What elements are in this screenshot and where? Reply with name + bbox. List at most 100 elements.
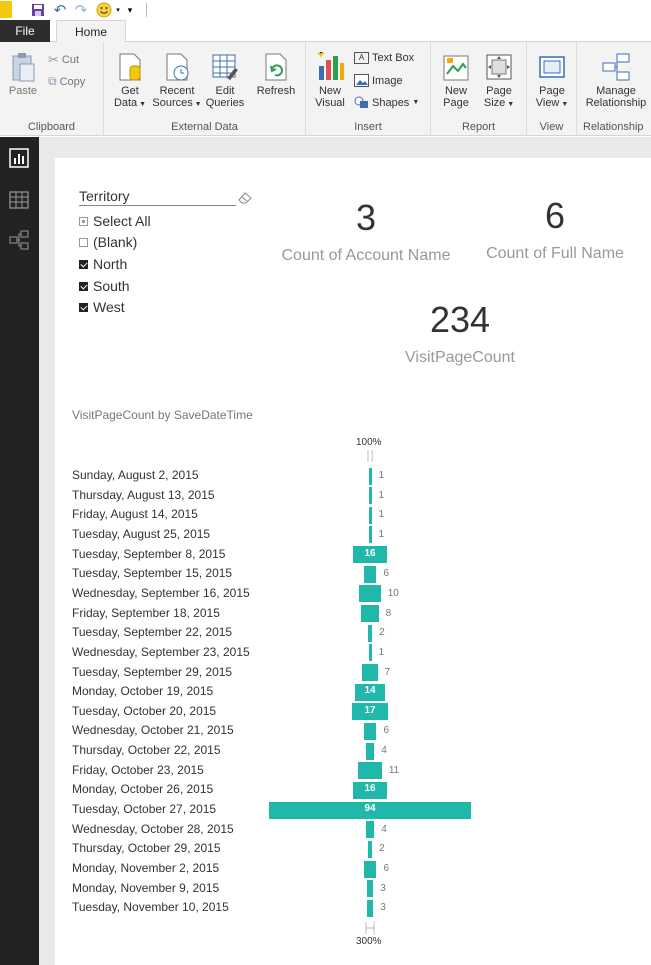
- data-label: 94: [364, 803, 376, 815]
- slicer-item-label: North: [93, 256, 128, 272]
- slicer-item[interactable]: South: [79, 278, 130, 294]
- toolbar-separator: [146, 3, 147, 17]
- data-label: 7: [384, 666, 391, 678]
- card-full-name-count-value: 6: [544, 195, 566, 236]
- data-label: 4: [381, 745, 387, 757]
- funnel-bar[interactable]: [363, 860, 377, 878]
- manage-relationships-button[interactable]: Manage Relationship: [581, 52, 651, 109]
- checkbox-checked-icon[interactable]: [79, 259, 88, 269]
- page-view-button[interactable]: Page View ▼: [529, 52, 575, 111]
- copy-icon: ⧉: [48, 74, 57, 88]
- funnel-bar[interactable]: [368, 467, 372, 485]
- customize-toolbar-icon[interactable]: ▾: [127, 4, 133, 15]
- ribbon: Paste ✂ Cut ⧉ Copy Clipboard Get Data ▼ …: [0, 42, 651, 136]
- funnel-bar[interactable]: [363, 565, 377, 583]
- page-view-icon: [539, 56, 565, 78]
- category-label: Tuesday, October 20, 2015: [72, 703, 217, 718]
- tab-home[interactable]: Home: [56, 20, 126, 43]
- new-page-icon: [443, 55, 469, 81]
- new-page-button[interactable]: New Page: [435, 52, 477, 109]
- funnel-bar[interactable]: [351, 703, 389, 721]
- report-view-icon[interactable]: [8, 147, 30, 169]
- new-visual-button[interactable]: New Visual: [310, 50, 350, 109]
- chart-title: VisitPageCount by SaveDateTime: [72, 408, 253, 422]
- category-label: Friday, October 23, 2015: [72, 762, 204, 777]
- checkbox-checked-icon[interactable]: [79, 302, 88, 312]
- copy-button[interactable]: ⧉ Copy: [48, 74, 85, 89]
- checkbox-checked-icon[interactable]: [79, 281, 88, 291]
- data-label: 10: [387, 587, 399, 599]
- edit-queries-button[interactable]: Edit Queries: [204, 52, 246, 109]
- slicer-item[interactable]: (Blank): [79, 234, 137, 250]
- funnel-bar[interactable]: [361, 605, 379, 623]
- redo-icon[interactable]: ↷: [74, 2, 88, 19]
- funnel-bar[interactable]: [366, 880, 374, 898]
- recent-sources-button[interactable]: Recent Sources ▼: [152, 52, 202, 111]
- slicer-item[interactable]: North: [79, 256, 127, 272]
- funnel-bar[interactable]: [367, 840, 373, 858]
- slicer-item[interactable]: West: [79, 299, 125, 315]
- undo-icon[interactable]: ↶: [53, 2, 67, 19]
- get-data-label-2: Data: [113, 97, 138, 109]
- card-account-count-label: Count of Account Name: [281, 247, 451, 264]
- funnel-bar[interactable]: [368, 506, 372, 524]
- smiley-dropdown-icon[interactable]: ▾: [116, 7, 120, 14]
- funnel-top-percent-label: 100%: [356, 437, 382, 448]
- slicer-item[interactable]: Select All: [79, 213, 151, 229]
- funnel-bar[interactable]: [352, 781, 388, 799]
- funnel-bar[interactable]: [359, 585, 381, 603]
- cut-label: Cut: [61, 54, 80, 66]
- get-data-button[interactable]: Get Data ▼: [108, 52, 152, 111]
- external-data-group-label: External Data: [171, 121, 238, 133]
- tab-file[interactable]: File: [0, 20, 50, 42]
- cut-button[interactable]: ✂ Cut: [48, 52, 79, 68]
- save-icon[interactable]: [30, 1, 46, 19]
- category-label: Sunday, August 2, 2015: [72, 468, 199, 482]
- smiley-feedback-icon[interactable]: [94, 1, 114, 19]
- data-label: 14: [364, 685, 376, 697]
- category-label: Tuesday, November 10, 2015: [72, 900, 229, 915]
- category-label: Wednesday, September 16, 2015: [72, 585, 250, 600]
- eraser-icon[interactable]: [238, 191, 252, 209]
- funnel-bar[interactable]: [368, 644, 372, 662]
- checkbox-partial-icon[interactable]: [79, 216, 88, 226]
- funnel-bar[interactable]: [367, 624, 373, 642]
- category-label: Tuesday, August 25, 2015: [72, 526, 211, 541]
- funnel-bar[interactable]: [358, 762, 382, 780]
- funnel-bar[interactable]: [365, 742, 375, 760]
- funnel-bar[interactable]: [365, 821, 375, 839]
- edit-queries-label-1: Edit: [215, 85, 235, 97]
- paste-button[interactable]: Paste: [6, 52, 40, 97]
- category-label: Tuesday, September 8, 2015: [72, 546, 226, 561]
- scissors-icon: ✂: [48, 52, 59, 67]
- card-visitpagecount-label: VisitPageCount: [405, 349, 515, 366]
- data-label: 1: [378, 489, 385, 501]
- funnel-bar[interactable]: [368, 487, 372, 505]
- get-data-label-1: Get: [121, 85, 139, 97]
- clipboard-group: Paste ✂ Cut ⧉ Copy Clipboard: [0, 42, 104, 136]
- checkbox-unchecked-icon[interactable]: [79, 237, 88, 247]
- relationships-view-icon[interactable]: [8, 229, 30, 251]
- funnel-bar[interactable]: [366, 899, 374, 917]
- data-label: 1: [378, 470, 385, 481]
- text-box-button[interactable]: A Text Box: [354, 52, 414, 64]
- funnel-bar[interactable]: [354, 683, 386, 701]
- new-page-label-1: New: [444, 85, 467, 97]
- insert-group: New Visual A Text Box Image Shapes ▼ Inse…: [306, 42, 431, 136]
- funnel-bar[interactable]: [352, 546, 388, 564]
- data-view-icon[interactable]: [8, 189, 30, 211]
- funnel-bar[interactable]: [362, 664, 378, 681]
- funnel-bar[interactable]: [268, 801, 472, 819]
- category-label: Monday, November 2, 2015: [72, 861, 220, 875]
- page-size-button[interactable]: Page Size ▼: [477, 52, 521, 111]
- image-button[interactable]: Image: [354, 74, 403, 87]
- category-label: Wednesday, October 21, 2015: [72, 723, 234, 738]
- category-label: Friday, August 14, 2015: [72, 507, 198, 522]
- data-label: 2: [379, 843, 385, 855]
- refresh-button[interactable]: Refresh: [252, 52, 300, 97]
- new-visual-label-1: New: [318, 85, 341, 97]
- funnel-bar[interactable]: [363, 722, 377, 740]
- shapes-button[interactable]: Shapes ▼: [354, 96, 419, 109]
- funnel-bar[interactable]: [368, 526, 372, 544]
- card-account-count-value: 3: [355, 197, 377, 238]
